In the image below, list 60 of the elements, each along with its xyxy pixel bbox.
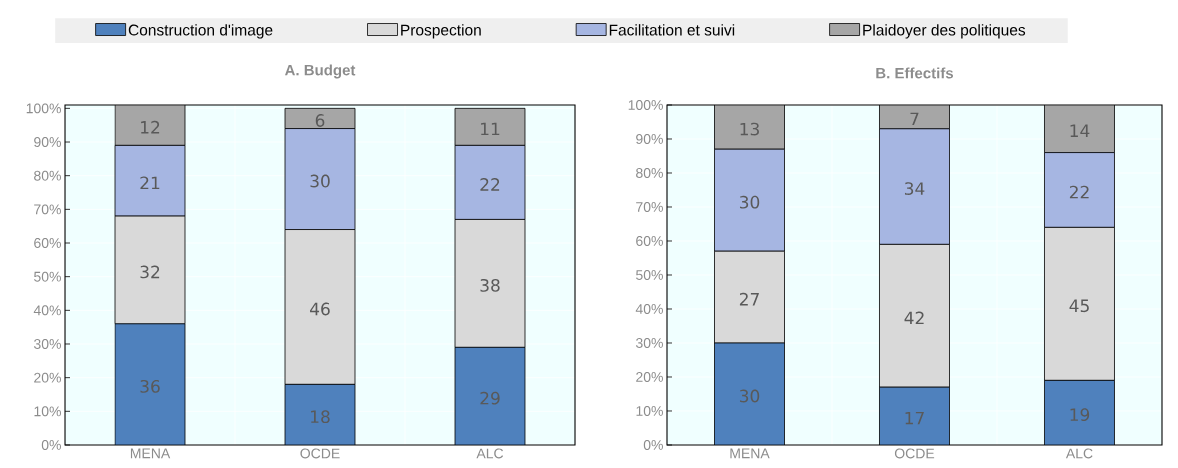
y-tick-label: 10% xyxy=(34,406,61,417)
data-label: 38 xyxy=(480,278,500,292)
chart-title: B. Effectifs xyxy=(876,67,954,79)
data-label: 18 xyxy=(311,410,330,424)
y-tick-label: 20% xyxy=(636,372,663,382)
y-tick-label: 40% xyxy=(635,304,663,314)
bar xyxy=(114,104,186,146)
y-tick-label: 0% xyxy=(643,440,663,450)
data-label: 17 xyxy=(905,411,924,425)
data-label: 29 xyxy=(480,391,500,405)
data-label: 32 xyxy=(140,265,160,279)
y-tick-label: 10% xyxy=(636,406,663,416)
y-tick-label: 50% xyxy=(636,270,663,280)
y-tick-label: 60% xyxy=(34,238,61,248)
y-tick-label: 30% xyxy=(34,339,61,349)
data-label: 45 xyxy=(1069,299,1089,313)
y-tick-label: 0% xyxy=(41,440,61,450)
data-label: 19 xyxy=(1070,408,1090,422)
data-label: 30 xyxy=(310,174,330,188)
data-label: 42 xyxy=(904,311,924,325)
x-tick-label: OCDE xyxy=(894,448,935,459)
y-tick-label: 90% xyxy=(34,137,61,147)
x-tick-label: MENA xyxy=(730,448,770,459)
legend-label: Prospection xyxy=(401,24,481,39)
bar xyxy=(454,107,526,146)
chart-title: A. Budget xyxy=(284,64,356,79)
y-tick-label: 90% xyxy=(636,134,663,144)
y-tick-label: 70% xyxy=(34,204,61,215)
y-tick-label: 80% xyxy=(636,168,663,178)
data-label: 6 xyxy=(315,114,325,127)
y-tick-label: 60% xyxy=(636,236,663,246)
data-label: 30 xyxy=(739,195,760,209)
x-tick-label: ALC xyxy=(476,448,504,459)
data-label: 46 xyxy=(310,302,330,316)
x-tick-label: ALC xyxy=(1065,448,1093,459)
data-label: 27 xyxy=(739,292,759,306)
y-tick-label: 20% xyxy=(34,372,61,383)
data-label: 34 xyxy=(904,182,925,196)
data-label: 30 xyxy=(739,389,760,403)
data-label: 21 xyxy=(140,176,160,190)
data-label: 13 xyxy=(740,122,759,136)
y-tick-label: 40% xyxy=(33,305,61,316)
y-tick-label: 80% xyxy=(34,170,61,181)
y-tick-label: 100% xyxy=(26,103,61,114)
data-label: 11 xyxy=(481,122,500,136)
data-label: 22 xyxy=(1069,185,1089,199)
data-label: 7 xyxy=(910,112,919,126)
legend-label: Construction d'image xyxy=(128,24,273,39)
data-label: 22 xyxy=(480,178,500,191)
x-tick-label: OCDE xyxy=(300,448,340,459)
y-tick-label: 70% xyxy=(636,202,663,212)
legend-label: Facilitation et suivi xyxy=(609,24,735,36)
data-label: 14 xyxy=(1070,124,1090,137)
y-tick-label: 50% xyxy=(34,271,61,282)
legend-label: Plaidoyer des politiques xyxy=(863,24,1026,39)
x-tick-label: MENA xyxy=(130,448,171,459)
y-tick-label: 100% xyxy=(628,100,663,110)
data-label: 12 xyxy=(141,120,160,134)
y-tick-label: 30% xyxy=(635,338,663,348)
data-label: 36 xyxy=(140,379,160,393)
